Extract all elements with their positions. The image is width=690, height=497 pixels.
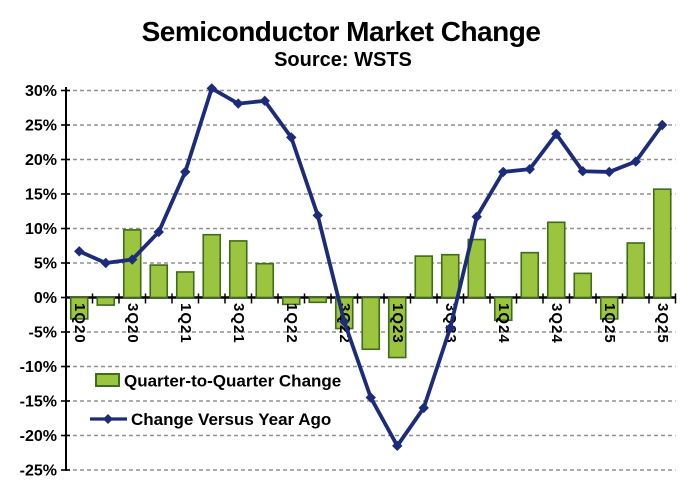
y-tick-label: -25%: [20, 463, 57, 480]
x-tick-label-3Q25: 3Q25: [654, 303, 671, 344]
marker-3Q25: [657, 119, 668, 131]
marker-1Q21: [180, 166, 191, 178]
bar-2Q25: [626, 242, 646, 299]
marker-2Q24: [524, 163, 535, 175]
marker-2Q22: [312, 210, 323, 221]
y-tick-label: 5%: [34, 256, 57, 273]
marker-3Q21: [233, 98, 244, 109]
bar-1Q21: [175, 271, 195, 299]
marker-2Q25: [630, 156, 641, 167]
legend-bar-swatch-icon: [95, 373, 120, 387]
marker-4Q24: [577, 166, 588, 177]
bar-2Q23: [414, 255, 434, 299]
marker-1Q25: [604, 166, 615, 178]
bar-3Q24: [546, 221, 566, 299]
x-tick-label-1Q25: 1Q25: [601, 303, 618, 344]
y-tick-label: 20%: [25, 152, 57, 169]
x-tick-label-1Q21: 1Q21: [177, 303, 194, 344]
bar-2Q24: [520, 251, 540, 299]
marker-2Q23: [418, 402, 429, 414]
x-tick-label-1Q24: 1Q24: [495, 303, 512, 344]
bar-4Q21: [255, 262, 275, 299]
marker-3Q24: [551, 128, 562, 140]
y-tick-label: -15%: [20, 394, 57, 411]
x-tick-label-3Q24: 3Q24: [548, 303, 565, 344]
bar-4Q20: [149, 264, 169, 299]
bar-2Q20: [96, 296, 116, 306]
bar-4Q22: [361, 296, 381, 351]
marker-4Q23: [471, 211, 482, 222]
legend-diamond-icon: [103, 414, 113, 424]
y-tick-label: 25%: [25, 118, 57, 135]
y-tick-label: 30%: [25, 83, 57, 100]
y-tick-label: 15%: [25, 187, 57, 204]
bar-4Q24: [573, 272, 593, 299]
y-tick-label: 0%: [34, 290, 57, 307]
x-tick-label-3Q21: 3Q21: [230, 303, 247, 344]
y-tick-label: -20%: [20, 428, 57, 445]
marker-3Q23: [445, 322, 456, 334]
legend: Quarter-to-Quarter Change Change Versus Y…: [90, 372, 341, 429]
bar-1Q20: [69, 296, 89, 320]
x-tick-label-1Q23: 1Q23: [389, 303, 406, 344]
marker-2Q21: [206, 83, 217, 94]
marker-4Q21: [259, 95, 270, 107]
marker-1Q20: [74, 246, 85, 257]
bar-2Q21: [202, 233, 222, 299]
bar-1Q25: [599, 296, 619, 320]
y-tick-label: -10%: [20, 359, 57, 376]
bar-1Q24: [493, 296, 513, 322]
chart-title: Semiconductor Market Change: [141, 16, 541, 47]
x-tick-label-1Q20: 1Q20: [71, 303, 88, 344]
marker-2Q20: [100, 257, 111, 269]
marker-4Q20: [153, 226, 164, 238]
y-tick-label: -5%: [29, 325, 57, 342]
chart-subtitle: Source: WSTS: [274, 49, 412, 71]
legend-label-yoy: Change Versus Year Ago: [131, 410, 331, 429]
bar-4Q23: [467, 238, 487, 299]
bar-3Q21: [228, 240, 248, 299]
marker-4Q22: [365, 392, 376, 403]
x-tick-label-1Q22: 1Q22: [283, 303, 300, 344]
marker-3Q22: [339, 316, 350, 327]
legend-label-qtq: Quarter-to-Quarter Change: [124, 372, 341, 391]
y-tick-label: 10%: [25, 221, 57, 238]
bar-1Q23: [387, 296, 407, 359]
bar-1Q22: [281, 296, 301, 306]
x-tick-label-3Q20: 3Q20: [124, 303, 141, 344]
bar-3Q25: [652, 188, 672, 299]
bar-2Q22: [308, 296, 328, 304]
marker-3Q20: [127, 254, 138, 265]
marker-1Q23: [392, 440, 403, 452]
bar-3Q23: [440, 253, 460, 299]
marker-1Q24: [498, 166, 509, 178]
marker-1Q22: [286, 132, 297, 143]
